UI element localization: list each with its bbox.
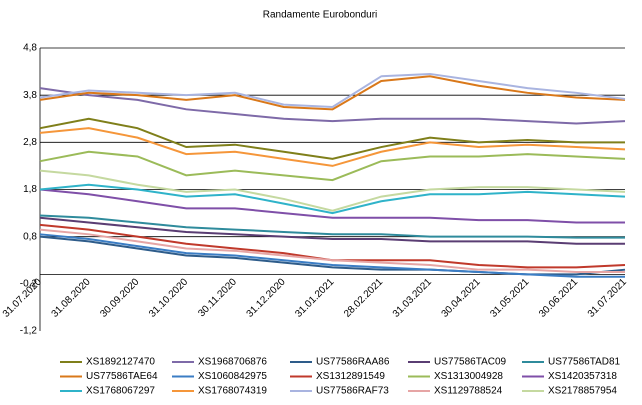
legend-label: XS1768074319 <box>198 386 267 397</box>
x-tick-label: 30.06.2021 <box>537 276 580 319</box>
legend-label: US77586TAC09 <box>434 357 507 368</box>
x-tick-label: 31.03.2021 <box>391 276 434 319</box>
legend-label: US77586TAD81 <box>548 357 621 368</box>
x-tick-label: 31.07.2021 <box>586 276 629 319</box>
legend-label: XS1313004928 <box>434 371 503 382</box>
x-tick-label: 31.08.2020 <box>50 276 93 319</box>
y-tick-label: 0,8 <box>23 231 37 242</box>
series-line <box>39 72 626 108</box>
x-tick-label: 30.04.2021 <box>440 276 483 319</box>
legend-label: XS1892127470 <box>86 357 155 368</box>
series-line <box>39 150 626 182</box>
legend-label: XS2178857954 <box>548 386 617 397</box>
series-line <box>39 228 625 274</box>
chart-title: Randamente Eurobonduri <box>263 10 378 21</box>
legend-label: XS1768067297 <box>86 386 155 397</box>
legend-label: US77586TAE64 <box>86 371 158 382</box>
series-line <box>39 87 626 125</box>
legend-label: XS1968706876 <box>198 357 267 368</box>
series-line <box>39 233 625 278</box>
series-line <box>39 169 626 212</box>
y-tick-label: 2,8 <box>23 137 37 148</box>
x-tick-label: 31.10.2020 <box>147 276 190 319</box>
y-tick-label: 3,8 <box>23 90 37 101</box>
x-tick-label: 31.12.2020 <box>245 276 288 319</box>
series-line <box>39 117 625 160</box>
y-tick-label: -0,2 <box>20 278 38 289</box>
y-tick-label: 4,8 <box>23 43 37 54</box>
legend-label: XS1129788524 <box>434 386 503 397</box>
y-tick-label: -1,2 <box>20 326 38 337</box>
y-tick-label: 1,8 <box>23 184 37 195</box>
series-line <box>39 188 625 224</box>
legend-label: XS1060842975 <box>198 371 267 382</box>
series-line <box>39 75 626 111</box>
x-tick-label: 31.05.2021 <box>488 276 531 319</box>
series-line <box>39 183 626 215</box>
legend-label: XS1420357318 <box>548 371 617 382</box>
series-line <box>39 216 625 245</box>
legend-label: XS1312891549 <box>316 371 385 382</box>
x-tick-label: 30.09.2020 <box>98 276 141 319</box>
series-line <box>39 214 625 239</box>
x-tick-label: 31.01.2021 <box>293 276 336 319</box>
series-line <box>39 127 626 167</box>
x-tick-label: 28.02.2021 <box>342 276 385 319</box>
legend-label: US77586RAF73 <box>316 386 389 397</box>
x-tick-label: 30.11.2020 <box>196 276 239 319</box>
legend-label: US77586RAA86 <box>316 357 390 368</box>
